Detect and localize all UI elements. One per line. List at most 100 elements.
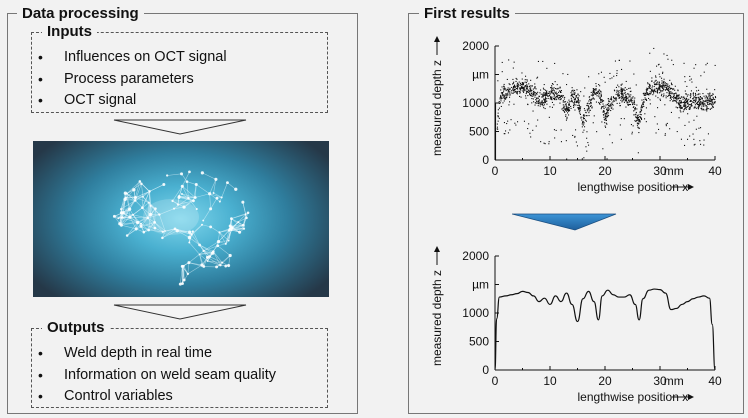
bullet-icon: • [38,345,43,361]
scatter-point [610,107,612,109]
scatter-point [712,96,714,98]
network-link [179,196,196,198]
scatter-point [544,95,546,97]
scatter-point [544,89,546,91]
scatter-point [709,108,711,110]
list-item: • Weld depth in real time [38,343,276,365]
scatter-point [690,78,692,80]
scatter-point [648,94,650,96]
scatter-point [704,97,706,99]
network-link [193,184,197,201]
scatter-point [607,98,609,100]
network-node [190,233,193,236]
network-node [128,215,132,219]
scatter-point [565,109,567,111]
scatter-point [649,92,651,94]
scatter-point [711,100,713,102]
scatter-point [645,89,647,91]
network-link [221,182,228,198]
scatter-point [529,94,531,96]
scatter-point [665,95,667,97]
network-link [187,264,203,275]
scatter-point [618,96,620,98]
network-node [133,199,137,202]
scatter-point [590,99,592,101]
scatter-point [674,85,676,87]
scatter-point [689,106,691,108]
scatter-point [640,109,642,111]
scatter-point [707,98,709,100]
scatter-point [552,92,554,94]
scatter-point [634,108,636,110]
scatter-point [555,88,557,90]
scatter-point [600,101,602,103]
scatter-point [659,84,661,86]
network-link [242,212,249,226]
scatter-point [703,71,705,73]
scatter-point [546,93,548,95]
scatter-point [543,142,545,144]
scatter-point [593,94,595,96]
scatter-point [696,103,698,105]
y-tick-label: 1000 [462,96,489,110]
scatter-point [496,126,498,128]
scatter-point [648,86,650,88]
scatter-point [588,106,590,108]
scatter-point [539,92,541,94]
scatter-point [558,97,560,99]
network-link [140,223,149,231]
scatter-point [540,93,542,95]
scatter-point [617,95,619,97]
scatter-point [666,122,668,124]
scatter-point [628,93,630,95]
scatter-point [670,96,672,98]
scatter-point [609,72,611,74]
network-node [188,230,192,234]
scatter-point [698,98,700,100]
scatter-point [570,105,572,107]
scatter-point [573,103,575,105]
scatter-point [546,103,548,105]
scatter-point [535,92,537,94]
scatter-point [673,88,675,90]
scatter-point [662,87,664,89]
scatter-point [562,104,564,106]
scatter-point [666,86,668,88]
network-link [142,196,144,208]
network-node [194,183,198,187]
network-node [123,197,127,202]
scatter-point [513,103,515,105]
network-link [121,217,138,223]
scatter-point [540,102,542,104]
scatter-point [663,78,665,80]
scatter-point [684,104,686,106]
scatter-point [571,101,573,103]
scatter-point [550,97,552,99]
list-item: • OCT signal [38,90,227,112]
scatter-point [706,88,708,90]
scatter-point [625,97,627,99]
scatter-point [647,82,649,84]
scatter-point [567,112,569,114]
scatter-point [584,126,586,128]
y-axis-label: measured depth z [430,60,444,156]
network-link [203,250,211,257]
scatter-point [706,97,708,99]
scatter-point [690,100,692,102]
scatter-point [562,95,564,97]
scatter-point [651,89,653,91]
scatter-point [522,83,524,85]
scatter-point [550,96,552,98]
scatter-point [689,104,691,106]
scatter-point [714,96,716,98]
scatter-point [522,84,524,86]
scatter-point [588,112,590,114]
scatter-point [518,90,520,92]
network-node [228,227,232,231]
scatter-point [699,99,701,101]
scatter-point [634,107,636,109]
scatter-point [551,83,553,85]
scatter-point [687,105,689,107]
scatter-point [660,90,662,92]
scatter-point [527,91,529,93]
